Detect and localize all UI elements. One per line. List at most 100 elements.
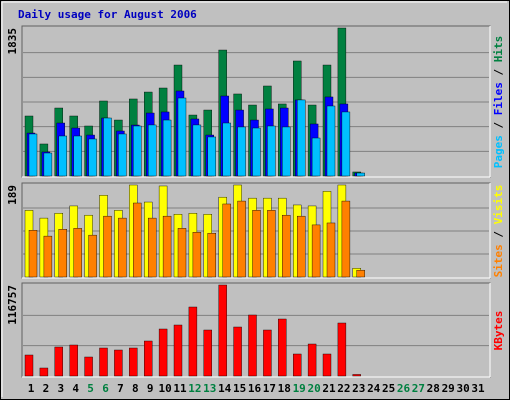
- bar: [158, 328, 168, 377]
- bar: [73, 135, 82, 177]
- x-tick-label: 18: [278, 382, 291, 395]
- bar: [248, 314, 257, 377]
- bar: [24, 354, 34, 377]
- legend-entry: Pages: [492, 135, 505, 168]
- x-tick-label: 29: [442, 382, 455, 395]
- y-tick-label: 1835: [6, 28, 19, 55]
- bar: [39, 367, 49, 377]
- y-tick-label: 189: [6, 185, 19, 205]
- x-tick-label: 9: [147, 382, 154, 395]
- bar: [293, 353, 302, 377]
- x-tick-label: 1: [28, 382, 35, 395]
- legend-entry: Files: [492, 82, 505, 115]
- bar: [58, 135, 67, 177]
- bar: [103, 117, 112, 177]
- x-tick-label: 14: [218, 382, 232, 395]
- bar: [322, 353, 332, 377]
- bar: [352, 374, 361, 377]
- bar: [28, 133, 38, 177]
- legend: Sites / Visits: [492, 185, 505, 278]
- bar: [147, 217, 157, 278]
- x-tick-label: 19: [293, 382, 306, 395]
- x-tick-label: 23: [352, 382, 365, 395]
- bar: [282, 214, 291, 278]
- legend-separator: /: [492, 224, 505, 244]
- bar: [43, 235, 53, 278]
- bar: [237, 200, 246, 278]
- bar: [54, 346, 63, 377]
- bar: [207, 136, 217, 177]
- x-tick-label: 22: [337, 382, 350, 395]
- x-tick-label: 20: [307, 382, 320, 395]
- bar: [192, 232, 202, 278]
- bar: [297, 215, 306, 278]
- chart-title: Daily usage for August 2006: [18, 8, 197, 21]
- x-tick-label: 4: [72, 382, 79, 395]
- bar: [133, 202, 142, 278]
- bar: [177, 97, 187, 177]
- bar: [222, 122, 231, 177]
- bar: [326, 222, 336, 278]
- x-tick-label: 5: [87, 382, 94, 395]
- bar: [356, 269, 365, 278]
- bar: [267, 210, 276, 278]
- y-tick-label: 116757: [6, 285, 19, 325]
- x-tick-label: 10: [158, 382, 171, 395]
- bar: [147, 124, 157, 177]
- bar: [69, 344, 78, 377]
- bar: [114, 349, 123, 377]
- legend-entry: KBytes: [492, 311, 505, 351]
- legend-entry: Hits: [492, 36, 505, 63]
- x-tick-label: 7: [117, 382, 124, 395]
- bar: [118, 133, 127, 177]
- bar: [233, 326, 242, 377]
- x-tick-label: 11: [173, 382, 187, 395]
- legend: Pages / Files / Hits: [492, 36, 505, 169]
- x-tick-label: 21: [322, 382, 336, 395]
- bar: [337, 322, 347, 377]
- bar: [84, 356, 93, 377]
- x-tick-label: 24: [367, 382, 381, 395]
- x-tick-label: 31: [471, 382, 485, 395]
- bar: [222, 203, 231, 278]
- bar: [188, 306, 198, 377]
- x-tick-label: 3: [57, 382, 64, 395]
- bar: [252, 127, 261, 177]
- bar: [203, 329, 213, 377]
- x-tick-label: 17: [263, 382, 276, 395]
- bar: [143, 340, 153, 377]
- x-tick-label: 13: [203, 382, 216, 395]
- bar: [307, 343, 317, 377]
- bar: [252, 210, 261, 278]
- bar: [311, 224, 321, 278]
- bar: [311, 137, 321, 177]
- x-tick-label: 30: [456, 382, 469, 395]
- bar: [326, 105, 336, 177]
- bar: [356, 172, 365, 177]
- bar: [43, 152, 53, 177]
- bar: [341, 111, 351, 177]
- bar: [162, 119, 172, 177]
- x-tick-label: 2: [43, 382, 50, 395]
- bar: [341, 200, 351, 278]
- bar: [263, 329, 272, 377]
- x-tick-label: 27: [412, 382, 425, 395]
- x-tick-label: 25: [382, 382, 395, 395]
- legend-entry: Visits: [492, 185, 505, 225]
- bar: [103, 215, 112, 278]
- legend-entry: Sites: [492, 244, 505, 277]
- bar: [118, 217, 127, 278]
- bar: [177, 228, 187, 278]
- bar: [297, 99, 306, 177]
- x-tick-label: 28: [427, 382, 440, 395]
- bar: [237, 126, 246, 177]
- x-tick-label: 26: [397, 382, 411, 395]
- x-tick-label: 6: [102, 382, 109, 395]
- bar: [129, 347, 138, 377]
- bar: [162, 215, 172, 278]
- bar: [192, 124, 202, 177]
- bar: [88, 138, 97, 177]
- bar: [267, 125, 276, 177]
- bar: [58, 229, 67, 278]
